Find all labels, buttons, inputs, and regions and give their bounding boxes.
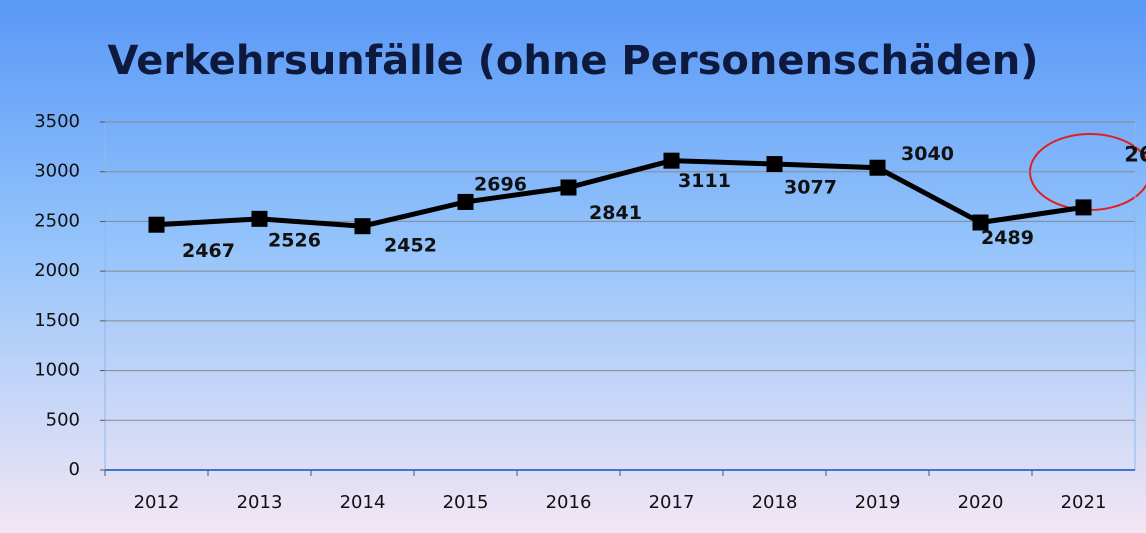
x-tick-label: 2014 — [340, 492, 386, 513]
x-tick-label: 2015 — [443, 492, 489, 513]
x-tick-label: 2016 — [546, 492, 592, 513]
line — [156, 158, 1084, 229]
marker — [663, 152, 680, 169]
x-tick-label: 2019 — [855, 492, 901, 513]
y-tick-label: 3500 — [34, 111, 80, 132]
chart-title: Verkehrsunfälle (ohne Personenschäden) — [108, 38, 1039, 84]
data-label: 3111 — [678, 170, 731, 192]
y-tick-label: 3000 — [34, 161, 80, 182]
x-tick-label: 2018 — [752, 492, 798, 513]
marker — [1075, 199, 1092, 216]
y-tick-label: 1000 — [34, 360, 80, 381]
y-tick-label: 500 — [46, 409, 80, 430]
data-label: 3077 — [784, 177, 837, 199]
x-tick-label: 2020 — [958, 492, 1004, 513]
marker — [560, 179, 577, 196]
data-label: 2452 — [384, 235, 437, 257]
x-tick-label: 2021 — [1061, 492, 1107, 513]
x-tick-label: 2013 — [237, 492, 283, 513]
x-tick-label: 2017 — [649, 492, 695, 513]
y-tick-label: 1500 — [34, 310, 80, 331]
data-label: 2526 — [268, 229, 321, 251]
marker — [148, 216, 165, 233]
y-tick-label: 2000 — [34, 260, 80, 281]
marker — [766, 156, 783, 173]
marker — [457, 193, 474, 210]
data-label: 2696 — [474, 173, 527, 195]
marker — [354, 218, 371, 235]
y-tick-label: 2500 — [34, 210, 80, 231]
data-label: 2467 — [182, 240, 235, 262]
data-label: 2841 — [589, 202, 642, 224]
marker — [251, 210, 268, 227]
y-tick-label: 0 — [69, 459, 80, 480]
data-label: 2641 — [1124, 142, 1146, 166]
data-label: 2489 — [981, 227, 1034, 249]
marker — [869, 159, 886, 176]
data-label: 3040 — [901, 143, 954, 165]
x-tick-label: 2012 — [134, 492, 180, 513]
marker — [972, 214, 989, 231]
